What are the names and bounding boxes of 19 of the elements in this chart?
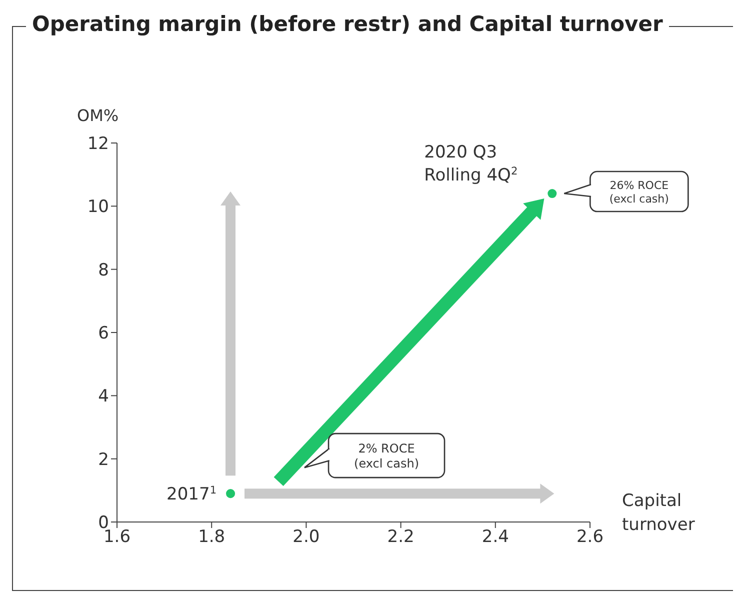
x-tick-label: 2.0 (292, 527, 320, 548)
annotation: 2020 Q3 Rolling 4Q$^{2}$ (424, 142, 518, 186)
y-axis-title: OM% (77, 106, 119, 125)
x-axis-title: Capital turnover (622, 491, 695, 535)
y-tick-label: 2 (98, 450, 109, 470)
x-tick-label: 2.4 (482, 527, 509, 548)
chart-title: Operating margin (before restr) and Capital turnover (26, 12, 669, 36)
x-tick-label: 2.2 (387, 527, 414, 548)
annotation: 2% ROCE (excl cash) (354, 442, 420, 471)
y-tick-label: 4 (98, 386, 109, 407)
y-tick-label: 6 (98, 324, 109, 344)
y-tick-label: 8 (98, 260, 109, 280)
x-tick-label: 1.6 (103, 527, 131, 548)
y-tick-label: 12 (87, 134, 109, 154)
y-tick-label: 10 (87, 197, 109, 218)
annotation: 2017$^{1}$ (166, 484, 217, 505)
x-tick-label: 2.6 (576, 527, 604, 548)
text: 26% ROCE (excl cash) (609, 178, 669, 206)
x-tick-label: 1.8 (198, 527, 226, 548)
